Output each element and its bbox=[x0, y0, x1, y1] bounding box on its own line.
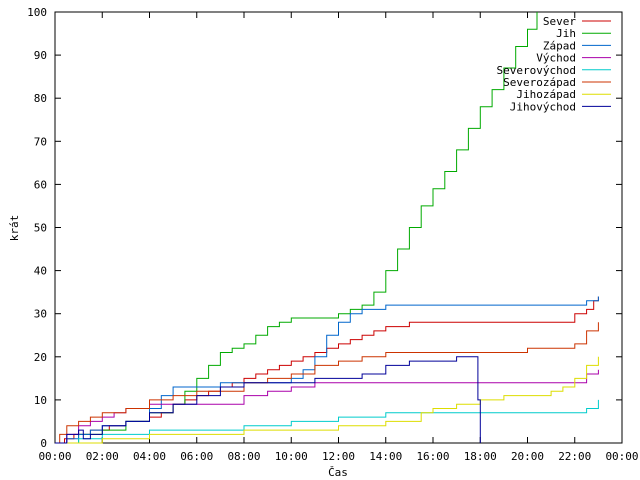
y-tick-label: 40 bbox=[34, 265, 47, 278]
x-tick-label: 20:00 bbox=[511, 450, 544, 463]
legend: SeverJihZápadVýchodSeverovýchodSeverozáp… bbox=[497, 15, 611, 113]
x-tick-label: 06:00 bbox=[180, 450, 213, 463]
series-layer bbox=[55, 12, 599, 444]
y-tick-label: 10 bbox=[34, 394, 47, 407]
y-tick-label: 30 bbox=[34, 308, 47, 321]
y-tick-label: 0 bbox=[40, 437, 47, 450]
y-tick-label: 90 bbox=[34, 49, 47, 62]
x-tick-label: 18:00 bbox=[464, 450, 497, 463]
legend-label: Severovýchod bbox=[497, 64, 576, 77]
legend-label: Severozápad bbox=[503, 76, 576, 89]
y-tick-label: 70 bbox=[34, 135, 47, 148]
series-line-3 bbox=[55, 369, 599, 444]
y-tick-label: 20 bbox=[34, 351, 47, 364]
legend-label: Západ bbox=[543, 39, 576, 52]
y-tick-label: 60 bbox=[34, 178, 47, 191]
y-tick-label: 50 bbox=[34, 222, 47, 235]
x-tick-label: 22:00 bbox=[558, 450, 591, 463]
series-line-6 bbox=[55, 356, 599, 444]
x-tick-label: 16:00 bbox=[416, 450, 449, 463]
legend-label: Východ bbox=[536, 52, 576, 65]
series-line-7 bbox=[55, 356, 481, 444]
x-tick-label: 00:00 bbox=[605, 450, 638, 463]
legend-label: Sever bbox=[543, 15, 576, 28]
x-tick-label: 02:00 bbox=[86, 450, 119, 463]
legend-label: Jihozápad bbox=[516, 88, 576, 101]
x-tick-label: 12:00 bbox=[322, 450, 355, 463]
x-tick-label: 14:00 bbox=[369, 450, 402, 463]
series-line-1 bbox=[55, 12, 538, 444]
y-axis-title: krát bbox=[8, 215, 21, 242]
x-tick-label: 10:00 bbox=[275, 450, 308, 463]
x-tick-label: 08:00 bbox=[227, 450, 260, 463]
legend-label: Jihovýchod bbox=[510, 100, 576, 113]
y-tick-label: 100 bbox=[27, 6, 47, 19]
y-axis: 0 10 20 30 40 50 60 70 80 90 100 bbox=[27, 6, 622, 450]
x-axis-title: Čas bbox=[328, 466, 348, 479]
x-axis: 00:00 02:00 04:00 06:00 08:00 10:00 12:00 14:00… bbox=[38, 12, 639, 463]
legend-label: Jih bbox=[556, 27, 576, 40]
y-tick-label: 80 bbox=[34, 92, 47, 105]
x-tick-label: 04:00 bbox=[133, 450, 166, 463]
x-tick-label: 00:00 bbox=[38, 450, 71, 463]
